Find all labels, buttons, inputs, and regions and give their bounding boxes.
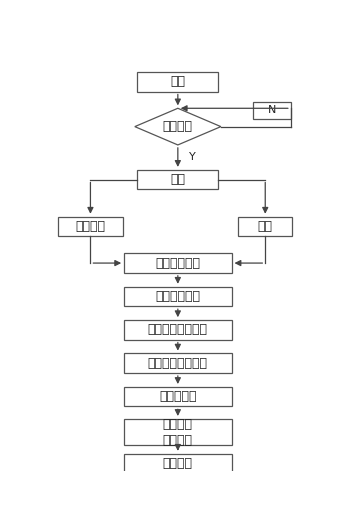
Bar [124, 320, 232, 340]
Bar [124, 454, 232, 473]
Bar [124, 353, 232, 373]
Text: 移动环形支撑装置: 移动环形支撑装置 [148, 357, 208, 370]
Text: N: N [268, 105, 276, 115]
Bar [238, 217, 292, 236]
Text: 减振降噪: 减振降噪 [163, 457, 193, 470]
Text: Y: Y [189, 152, 195, 162]
Bar [124, 419, 232, 445]
Text: 支撑位置计算: 支撑位置计算 [155, 290, 200, 303]
Bar [137, 72, 218, 92]
Bar [124, 253, 232, 273]
Text: 音频采集: 音频采集 [75, 220, 105, 233]
Text: 人机交互单元显示: 人机交互单元显示 [148, 323, 208, 336]
Bar [124, 287, 232, 306]
Text: 夹紧头夹紧: 夹紧头夹紧 [159, 390, 197, 403]
Text: 噪声尖峰识别: 噪声尖峰识别 [155, 257, 200, 270]
Text: 初始限位: 初始限位 [163, 120, 193, 133]
Bar [124, 387, 232, 406]
Text: 计时: 计时 [258, 220, 273, 233]
Bar [137, 170, 218, 189]
Text: 启动: 启动 [170, 173, 185, 186]
Text: 开始: 开始 [170, 75, 185, 88]
Polygon shape [135, 108, 221, 145]
Text: 气动控制
工件支撑: 气动控制 工件支撑 [163, 417, 193, 446]
Bar [253, 102, 291, 119]
Bar [58, 217, 123, 236]
